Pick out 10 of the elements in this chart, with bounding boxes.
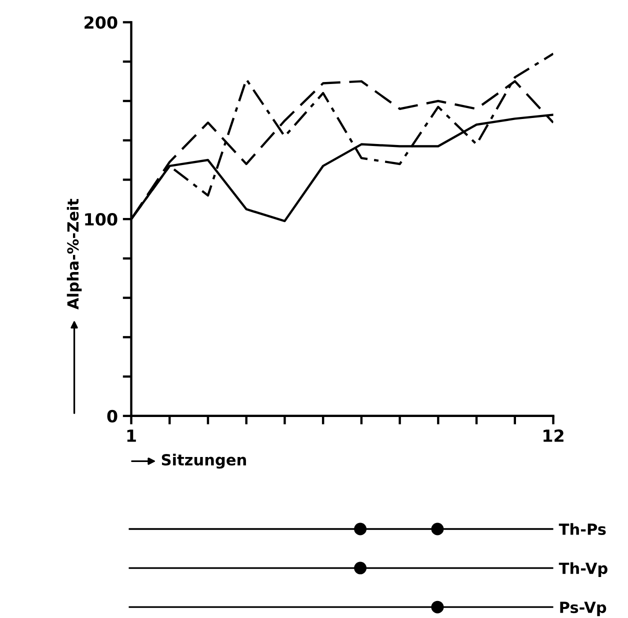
x-tick-label: 1 <box>127 430 136 442</box>
y-tick-label: 0 <box>107 410 118 422</box>
x-axis-title: Sitzungen <box>162 454 246 469</box>
y-tick-label: Th-Vp <box>558 562 608 578</box>
x-tick-label: 12 <box>544 429 564 442</box>
y-tick-label: Th-Ps <box>558 523 606 536</box>
y-axis-title: Alpha-%-Zeit <box>66 198 82 310</box>
y-tick-label: Ps-Vp <box>560 602 606 616</box>
y-tick-label: 100 <box>85 213 118 226</box>
y-tick-label: 200 <box>84 16 118 29</box>
